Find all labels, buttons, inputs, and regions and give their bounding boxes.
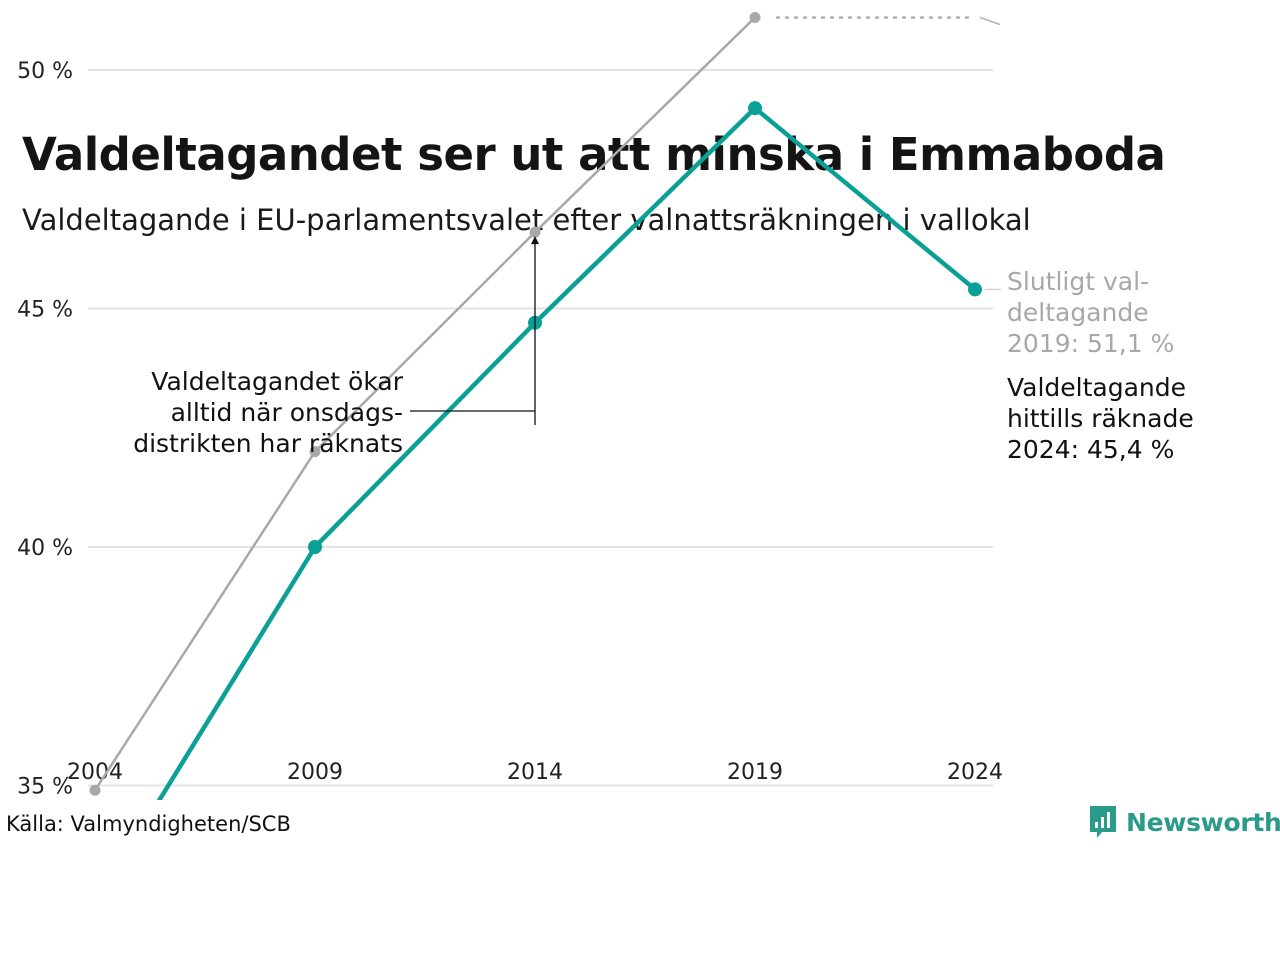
- x-tick-label: 2009: [287, 760, 343, 785]
- final-leader-connector: [979, 16, 1001, 26]
- y-tick-label: 40 %: [17, 536, 73, 561]
- point-election-night: [968, 282, 982, 297]
- brand-name: Newsworthy: [1126, 807, 1280, 837]
- current-label-line-2: hittills räknade: [1007, 404, 1194, 433]
- note-label-line-2: alltid när onsdags-: [171, 398, 403, 427]
- current-label-line-3: 2024: 45,4 %: [1007, 435, 1174, 464]
- x-tick-label: 2019: [727, 760, 783, 785]
- y-tick-label: 45 %: [17, 298, 73, 323]
- note-arrowhead: [531, 236, 539, 245]
- note-pointer-line: [410, 240, 536, 425]
- y-tick-label: 35 %: [17, 775, 73, 800]
- line-chart: 35 % 40 % 45 % 50 % 2004 2009 2014 2019 2024 Sl…: [17, 12, 1194, 800]
- newsworthy-logo: Newsworthy: [1088, 804, 1280, 840]
- series-line-final: [93, 16, 756, 791]
- point-final: [89, 784, 101, 796]
- final-label-line-1: Slutligt val-: [1007, 267, 1149, 296]
- x-tick-label: 2014: [507, 760, 563, 785]
- point-final: [309, 446, 321, 458]
- source-note: Källa: Valmyndigheten/SCB: [6, 812, 291, 836]
- point-election-night: [308, 540, 322, 554]
- x-tick-label: 2004: [67, 760, 123, 785]
- current-label-line-1: Valdeltagande: [1007, 373, 1186, 402]
- chart-title: Valdeltagandet ser ut att minska i Emmab…: [22, 128, 1166, 181]
- y-tick-label: 50 %: [17, 59, 73, 84]
- note-label-line-3: distrikten har räknats: [133, 429, 403, 458]
- chart-subtitle: Valdeltagande i EU-parlamentsvalet efter…: [22, 203, 1031, 237]
- final-label-line-3: 2019: 51,1 %: [1007, 329, 1174, 358]
- note-label-line-1: Valdeltagandet ökar: [151, 367, 403, 396]
- final-label-line-2: deltagande: [1007, 298, 1149, 327]
- point-election-night: [748, 101, 762, 116]
- point-final: [529, 226, 541, 238]
- x-tick-label: 2024: [947, 760, 1003, 785]
- point-final: [749, 12, 761, 24]
- newsworthy-icon: [1090, 806, 1116, 838]
